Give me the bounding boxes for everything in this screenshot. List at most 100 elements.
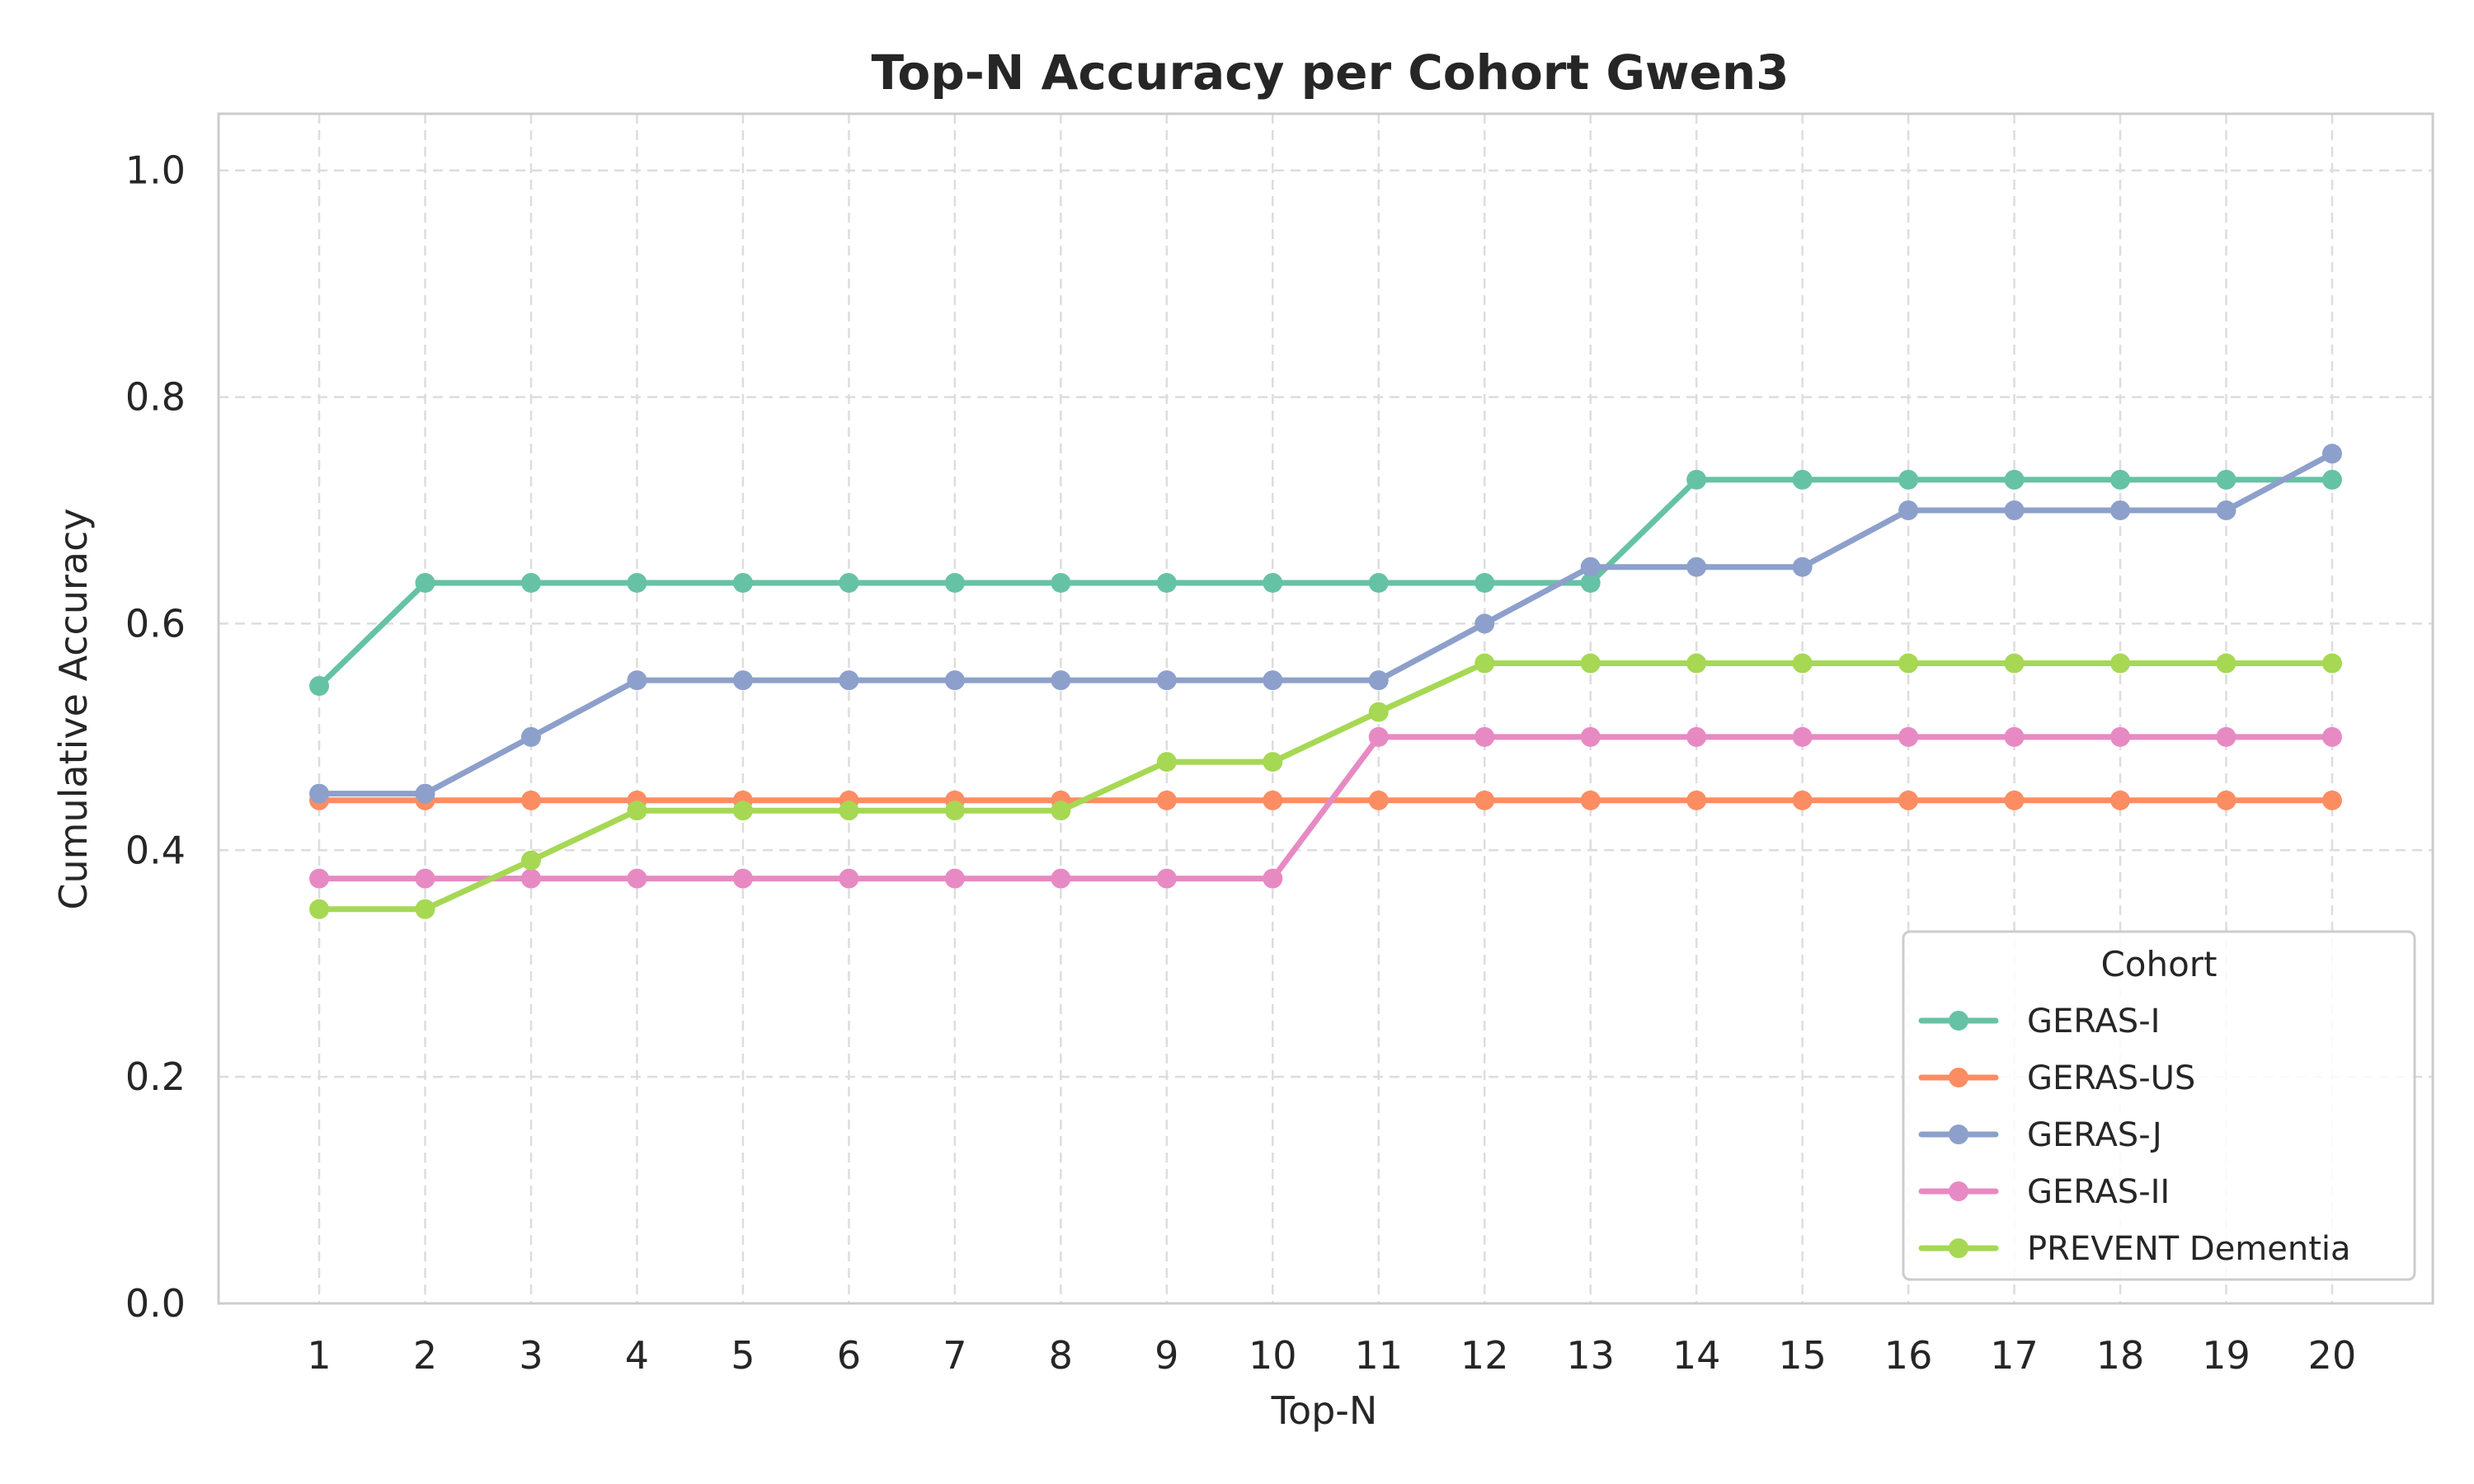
data-point <box>2110 653 2131 674</box>
data-point <box>1368 572 1389 593</box>
legend-title: Cohort <box>2100 944 2217 984</box>
legend: Cohort GERAS-I GERAS-US GERAS-J GERAS-II PRE… <box>1902 930 2416 1281</box>
legend-label: GERAS-I <box>2027 1003 2160 1040</box>
data-point <box>2004 726 2025 747</box>
data-point <box>944 670 965 691</box>
x-tick-label: 14 <box>1672 1333 1721 1378</box>
series-geras-i <box>309 469 2342 697</box>
data-point <box>1686 790 1707 810</box>
data-point <box>1051 868 1071 889</box>
data-point <box>2321 444 2342 464</box>
data-point <box>2004 469 2025 490</box>
x-tick-label: 19 <box>2202 1333 2251 1378</box>
data-point <box>839 868 859 889</box>
x-tick-label: 4 <box>625 1333 649 1378</box>
series-layer <box>309 444 2342 919</box>
legend-label: GERAS-II <box>2027 1173 2170 1211</box>
x-tick-label: 10 <box>1249 1333 1297 1378</box>
legend-items: GERAS-I GERAS-US GERAS-J GERAS-II PREVENT De… <box>1918 1003 2351 1268</box>
data-point <box>1686 556 1707 577</box>
data-point <box>1898 500 1919 520</box>
data-point <box>944 801 965 821</box>
data-point <box>1580 556 1601 577</box>
data-point <box>1051 801 1071 821</box>
x-axis-label: Top-N <box>1271 1388 1378 1433</box>
x-tick-label: 2 <box>413 1333 437 1378</box>
series-line <box>316 734 2335 882</box>
data-point <box>1792 790 1813 810</box>
data-point <box>520 572 541 593</box>
data-point <box>1898 469 1919 490</box>
data-point <box>1580 726 1601 747</box>
x-tick-label: 18 <box>2096 1333 2145 1378</box>
data-point <box>309 899 330 919</box>
data-point <box>2216 500 2236 520</box>
x-tick-label: 7 <box>943 1333 967 1378</box>
x-tick-label: 15 <box>1778 1333 1827 1378</box>
y-axis-ticks: 0.0 0.2 0.4 0.6 0.8 1.0 <box>125 148 186 1326</box>
data-point <box>2216 790 2236 810</box>
data-point <box>1686 726 1707 747</box>
data-point <box>520 850 541 871</box>
data-point <box>1263 670 1283 691</box>
series-prevent-dementia <box>309 653 2342 919</box>
data-point <box>2004 790 2025 810</box>
x-tick-label: 13 <box>1566 1333 1615 1378</box>
data-point <box>1898 653 1919 674</box>
series-geras-j <box>309 444 2342 804</box>
x-tick-label: 3 <box>519 1333 543 1378</box>
data-point <box>839 572 859 593</box>
data-point <box>1898 790 1919 810</box>
x-tick-label: 5 <box>731 1333 755 1378</box>
data-point <box>415 783 435 804</box>
y-tick-label: 0.4 <box>125 828 186 872</box>
data-point <box>732 868 753 889</box>
legend-label: GERAS-J <box>2027 1116 2162 1154</box>
data-point <box>2216 653 2236 674</box>
data-point <box>1475 572 1495 593</box>
data-point <box>415 572 435 593</box>
x-tick-label: 8 <box>1049 1333 1073 1378</box>
x-tick-label: 1 <box>307 1333 331 1378</box>
data-point <box>1156 670 1177 691</box>
legend-marker <box>1949 1068 1968 1087</box>
data-point <box>1156 868 1177 889</box>
data-point <box>2004 500 2025 520</box>
legend-label: PREVENT Dementia <box>2027 1230 2351 1268</box>
data-point <box>309 676 330 697</box>
series-line <box>316 450 2335 797</box>
plot-frame <box>217 112 2434 1305</box>
legend-entry: GERAS-II <box>1918 1173 2170 1211</box>
data-point <box>2321 726 2342 747</box>
data-point <box>520 868 541 889</box>
data-point <box>1475 613 1495 634</box>
y-tick-label: 0.8 <box>125 375 186 420</box>
x-tick-label: 11 <box>1354 1333 1403 1378</box>
y-tick-label: 1.0 <box>125 148 186 193</box>
data-point <box>1368 726 1389 747</box>
data-point <box>2110 726 2131 747</box>
x-tick-label: 17 <box>1990 1333 2039 1378</box>
data-point <box>1580 790 1601 810</box>
data-point <box>732 801 753 821</box>
x-tick-label: 16 <box>1884 1333 1933 1378</box>
series-geras-ii <box>309 726 2342 889</box>
data-point <box>309 868 330 889</box>
data-point <box>1368 670 1389 691</box>
legend-marker <box>1949 1011 1968 1031</box>
data-point <box>1792 469 1813 490</box>
data-point <box>1156 790 1177 810</box>
legend-entry: GERAS-J <box>1918 1116 2162 1154</box>
data-point <box>944 572 965 593</box>
data-point <box>627 868 647 889</box>
legend-box <box>1902 930 2416 1281</box>
data-point <box>309 783 330 804</box>
data-point <box>627 801 647 821</box>
data-point <box>1580 653 1601 674</box>
legend-entry: PREVENT Dementia <box>1918 1230 2351 1268</box>
data-point <box>1686 653 1707 674</box>
data-point <box>627 572 647 593</box>
data-point <box>944 868 965 889</box>
data-point <box>1051 670 1071 691</box>
